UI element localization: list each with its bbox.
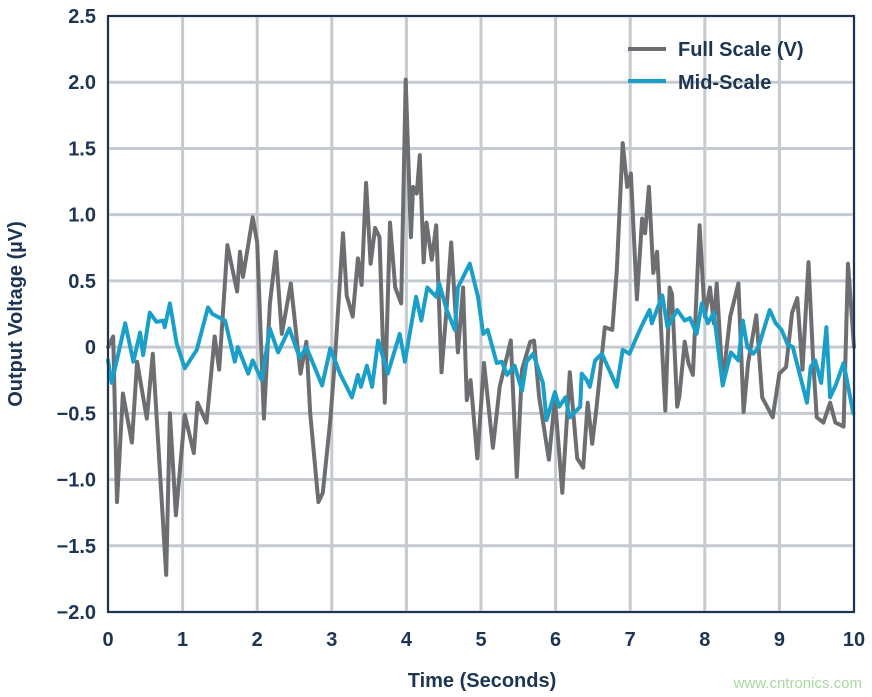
x-tick-label: 4	[401, 629, 413, 651]
x-tick-label: 8	[699, 629, 710, 651]
y-tick-label: 0	[85, 337, 96, 359]
x-tick-label: 3	[326, 629, 337, 651]
x-tick-label: 1	[177, 629, 188, 651]
y-tick-label: 0.5	[68, 271, 96, 293]
y-tick-label: 2.5	[68, 6, 96, 28]
x-tick-label: 2	[252, 629, 263, 651]
x-tick-label: 7	[625, 629, 636, 651]
legend-label-mid-scale: Mid-Scale	[678, 72, 771, 94]
x-tick-label: 0	[102, 629, 113, 651]
series-line-full-scale	[106, 77, 856, 577]
legend: Full Scale (V) Mid-Scale	[628, 39, 804, 94]
y-tick-label: −1.0	[57, 470, 96, 492]
y-tick-label: −2.0	[57, 602, 96, 624]
series-line-mid-scale	[106, 261, 856, 422]
y-axis-title: Output Voltage (µV)	[5, 221, 27, 407]
x-tick-label: 6	[550, 629, 561, 651]
y-tick-label: 2.0	[68, 72, 96, 94]
x-tick-labels: 0 1 2 3 4 5 6 7 8 9 10	[102, 629, 865, 651]
legend-label-full-scale: Full Scale (V)	[678, 39, 804, 61]
series-layer	[106, 77, 856, 577]
y-tick-labels: 2.5 2.0 1.5 1.0 0.5 0 −0.5 −1.0 −1.5 −2.0	[57, 6, 96, 624]
x-tick-label: 9	[774, 629, 785, 651]
y-tick-label: −0.5	[57, 403, 96, 425]
watermark: www.cntronics.com	[733, 675, 862, 692]
y-tick-label: 1.0	[68, 205, 96, 227]
y-tick-label: 1.5	[68, 138, 96, 160]
y-tick-label: −1.5	[57, 536, 96, 558]
x-tick-label: 10	[843, 629, 865, 651]
plot-frame	[107, 15, 855, 613]
x-axis-title: Time (Seconds)	[408, 670, 557, 692]
x-tick-label: 5	[475, 629, 486, 651]
